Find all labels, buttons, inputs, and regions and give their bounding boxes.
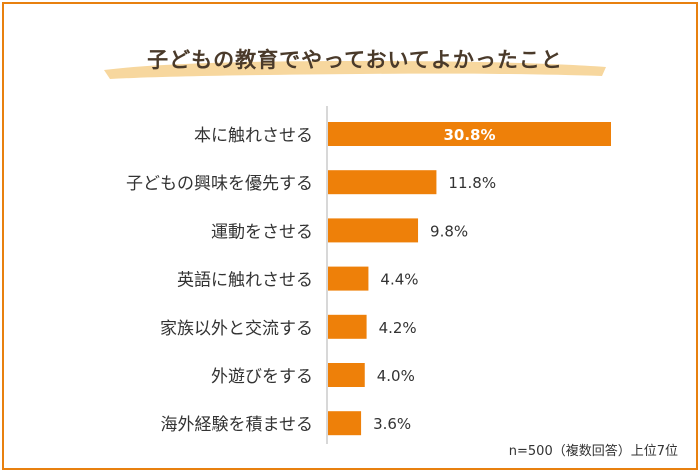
value-label: 4.2% xyxy=(379,319,417,337)
category-label: 外遊びをする xyxy=(211,367,313,387)
bar xyxy=(328,122,611,146)
value-label: 4.0% xyxy=(377,367,415,385)
chart-footnote: n=500（複数回答）上位7位 xyxy=(508,444,678,459)
bar xyxy=(328,266,369,291)
category-label: 運動をさせる xyxy=(211,222,313,242)
category-label: 海外経験を積ませる xyxy=(161,415,314,435)
value-label: 3.6% xyxy=(373,415,411,433)
bar xyxy=(328,314,367,339)
category-label: 英語に触れさせる xyxy=(177,271,313,291)
chart-title: 子どもの教育でやっておいてよかったこと xyxy=(147,48,563,72)
value-label: 9.8% xyxy=(430,222,468,240)
value-label: 4.4% xyxy=(380,271,418,289)
category-label: 家族以外と交流する xyxy=(160,319,313,339)
bar xyxy=(328,363,365,387)
bar xyxy=(328,170,437,195)
title-banner: 子どもの教育でやっておいてよかったこと xyxy=(100,36,610,82)
value-label: 11.8% xyxy=(448,174,496,192)
bar xyxy=(328,218,419,243)
category-label: 本に触れさせる xyxy=(194,126,313,146)
category-label: 子どもの興味を優先する xyxy=(126,174,313,194)
title-brush-stroke xyxy=(104,61,606,79)
bar xyxy=(328,411,362,436)
value-label: 30.8% xyxy=(443,126,495,144)
